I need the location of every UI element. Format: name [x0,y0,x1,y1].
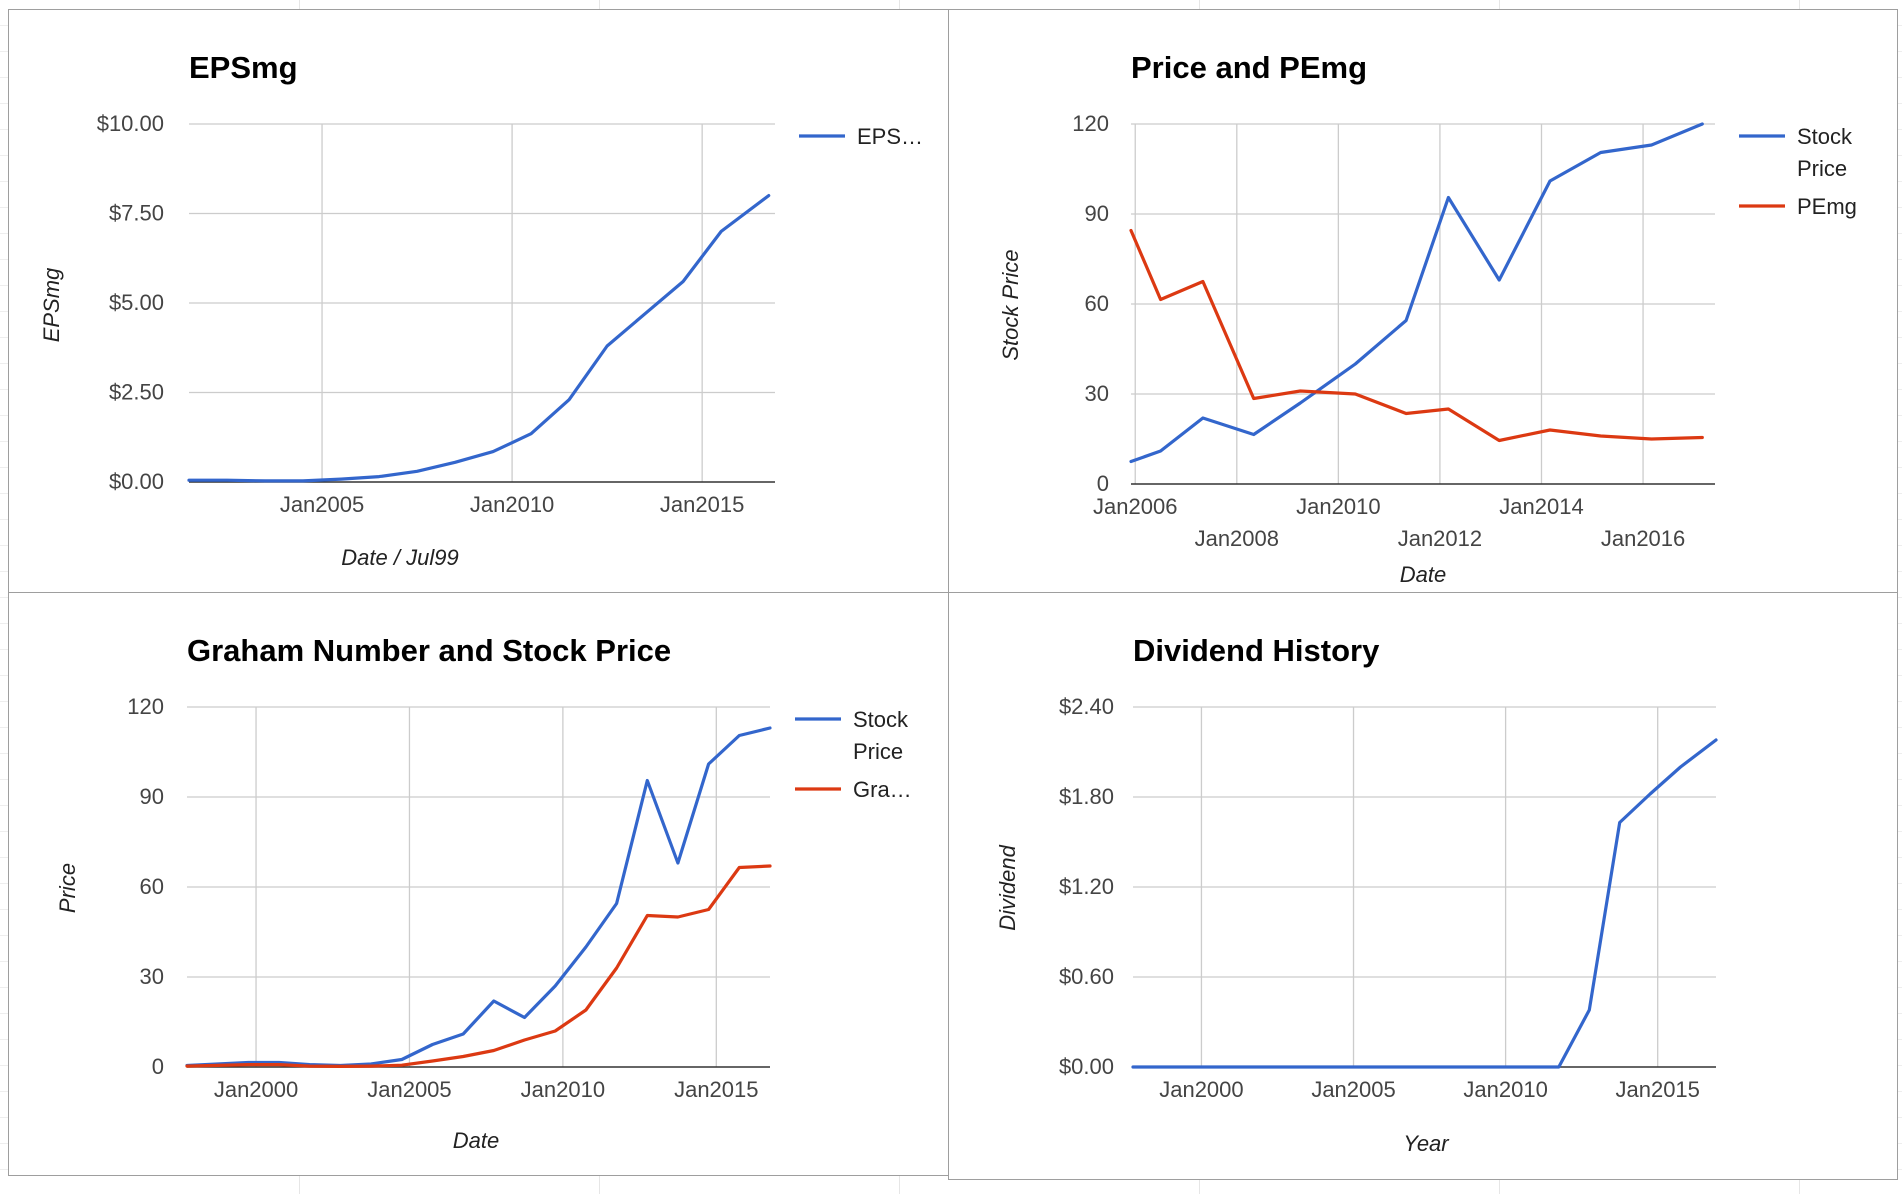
y-tick-label: 0 [1097,471,1109,496]
chart-panel-price-pemg: Price and PEmg Date Stock Price 0 30 60 90 1… [948,9,1898,593]
y-tick-label: $10.00 [97,111,164,136]
y-axis-label: Stock Price [998,249,1023,360]
y-tick-label: $7.50 [109,201,164,226]
y-tick-label: 0 [152,1054,164,1079]
series-line-gra [185,864,772,1068]
chart-title: Dividend History [1133,633,1380,668]
y-axis-label: Price [55,863,80,913]
x-axis-label: Date [453,1128,499,1153]
chart-panel-dividend-history: Dividend History Year Dividend $0.00 $0.6… [948,592,1898,1180]
x-tick-label: Jan2006 [1093,494,1177,519]
y-tick-label: $1.20 [1059,874,1114,899]
x-tick-label: Jan2010 [521,1077,605,1102]
x-tick-label: Jan2005 [1311,1077,1395,1102]
price-pemg-chart: Price and PEmg Date Stock Price 0 30 60 90 1… [998,50,1857,587]
y-tick-label: 30 [1085,381,1109,406]
legend-label: Price [853,739,903,764]
chart-title: Price and PEmg [1131,50,1367,85]
x-axis-label: Date / Jul99 [341,545,458,570]
legend-label: Gra… [853,777,912,802]
chart-panel-epsmg: EPSmg Date / Jul99 EPSmg $0.00 $2.50 $5.00… [8,9,949,593]
y-tick-label: $1.80 [1059,784,1114,809]
y-tick-label: 90 [1085,201,1109,226]
epsmg-chart: EPSmg Date / Jul99 EPSmg $0.00 $2.50 $5.00… [39,50,923,570]
legend-item[interactable]: PEmg [1739,194,1857,219]
graham-number-chart: Graham Number and Stock Price Date Price… [55,633,912,1153]
series-line-stock-price [1129,122,1704,464]
x-axis-label: Date [1400,562,1446,587]
y-tick-label: $2.40 [1059,694,1114,719]
legend-item[interactable]: Stock Price [795,707,909,764]
legend-item[interactable]: EPS… [799,124,923,149]
y-tick-label: $5.00 [109,290,164,315]
x-tick-label: Jan2014 [1499,494,1583,519]
series-line-eps [187,194,771,483]
y-tick-label: 120 [1072,111,1109,136]
x-axis-label: Year [1403,1131,1450,1156]
y-tick-label: 30 [140,964,164,989]
legend-item[interactable]: Stock Price [1739,124,1853,181]
x-tick-label: Jan2012 [1398,526,1482,551]
series-line-stock-price [185,726,772,1068]
x-tick-label: Jan2005 [280,492,364,517]
x-tick-label: Jan2000 [214,1077,298,1102]
y-tick-label: $0.00 [1059,1054,1114,1079]
legend-label: Stock [1797,124,1853,149]
legend-label: Price [1797,156,1847,181]
x-tick-label: Jan2015 [674,1077,758,1102]
y-tick-label: 60 [140,874,164,899]
dividend-history-chart: Dividend History Year Dividend $0.00 $0.6… [995,633,1718,1156]
x-tick-label: Jan2010 [1463,1077,1547,1102]
y-axis-label: Dividend [995,844,1020,930]
chart-title: Graham Number and Stock Price [187,633,671,668]
y-tick-label: 60 [1085,291,1109,316]
legend-label: PEmg [1797,194,1857,219]
x-tick-label: Jan2010 [470,492,554,517]
series-line-series [1131,738,1718,1069]
y-tick-label: $2.50 [109,380,164,405]
x-tick-label: Jan2010 [1296,494,1380,519]
x-tick-label: Jan2015 [1615,1077,1699,1102]
series-line-pemg [1129,228,1704,443]
y-tick-label: $0.60 [1059,964,1114,989]
x-tick-label: Jan2005 [367,1077,451,1102]
y-tick-label: 120 [127,694,164,719]
y-axis-label: EPSmg [39,267,64,342]
chart-panel-graham-number: Graham Number and Stock Price Date Price… [8,592,949,1176]
y-tick-label: $0.00 [109,469,164,494]
x-tick-label: Jan2015 [660,492,744,517]
y-tick-label: 90 [140,784,164,809]
legend-label: EPS… [857,124,923,149]
x-tick-label: Jan2000 [1159,1077,1243,1102]
legend-item[interactable]: Gra… [795,777,912,802]
chart-title: EPSmg [189,50,298,85]
x-tick-label: Jan2008 [1195,526,1279,551]
x-tick-label: Jan2016 [1601,526,1685,551]
legend-label: Stock [853,707,909,732]
